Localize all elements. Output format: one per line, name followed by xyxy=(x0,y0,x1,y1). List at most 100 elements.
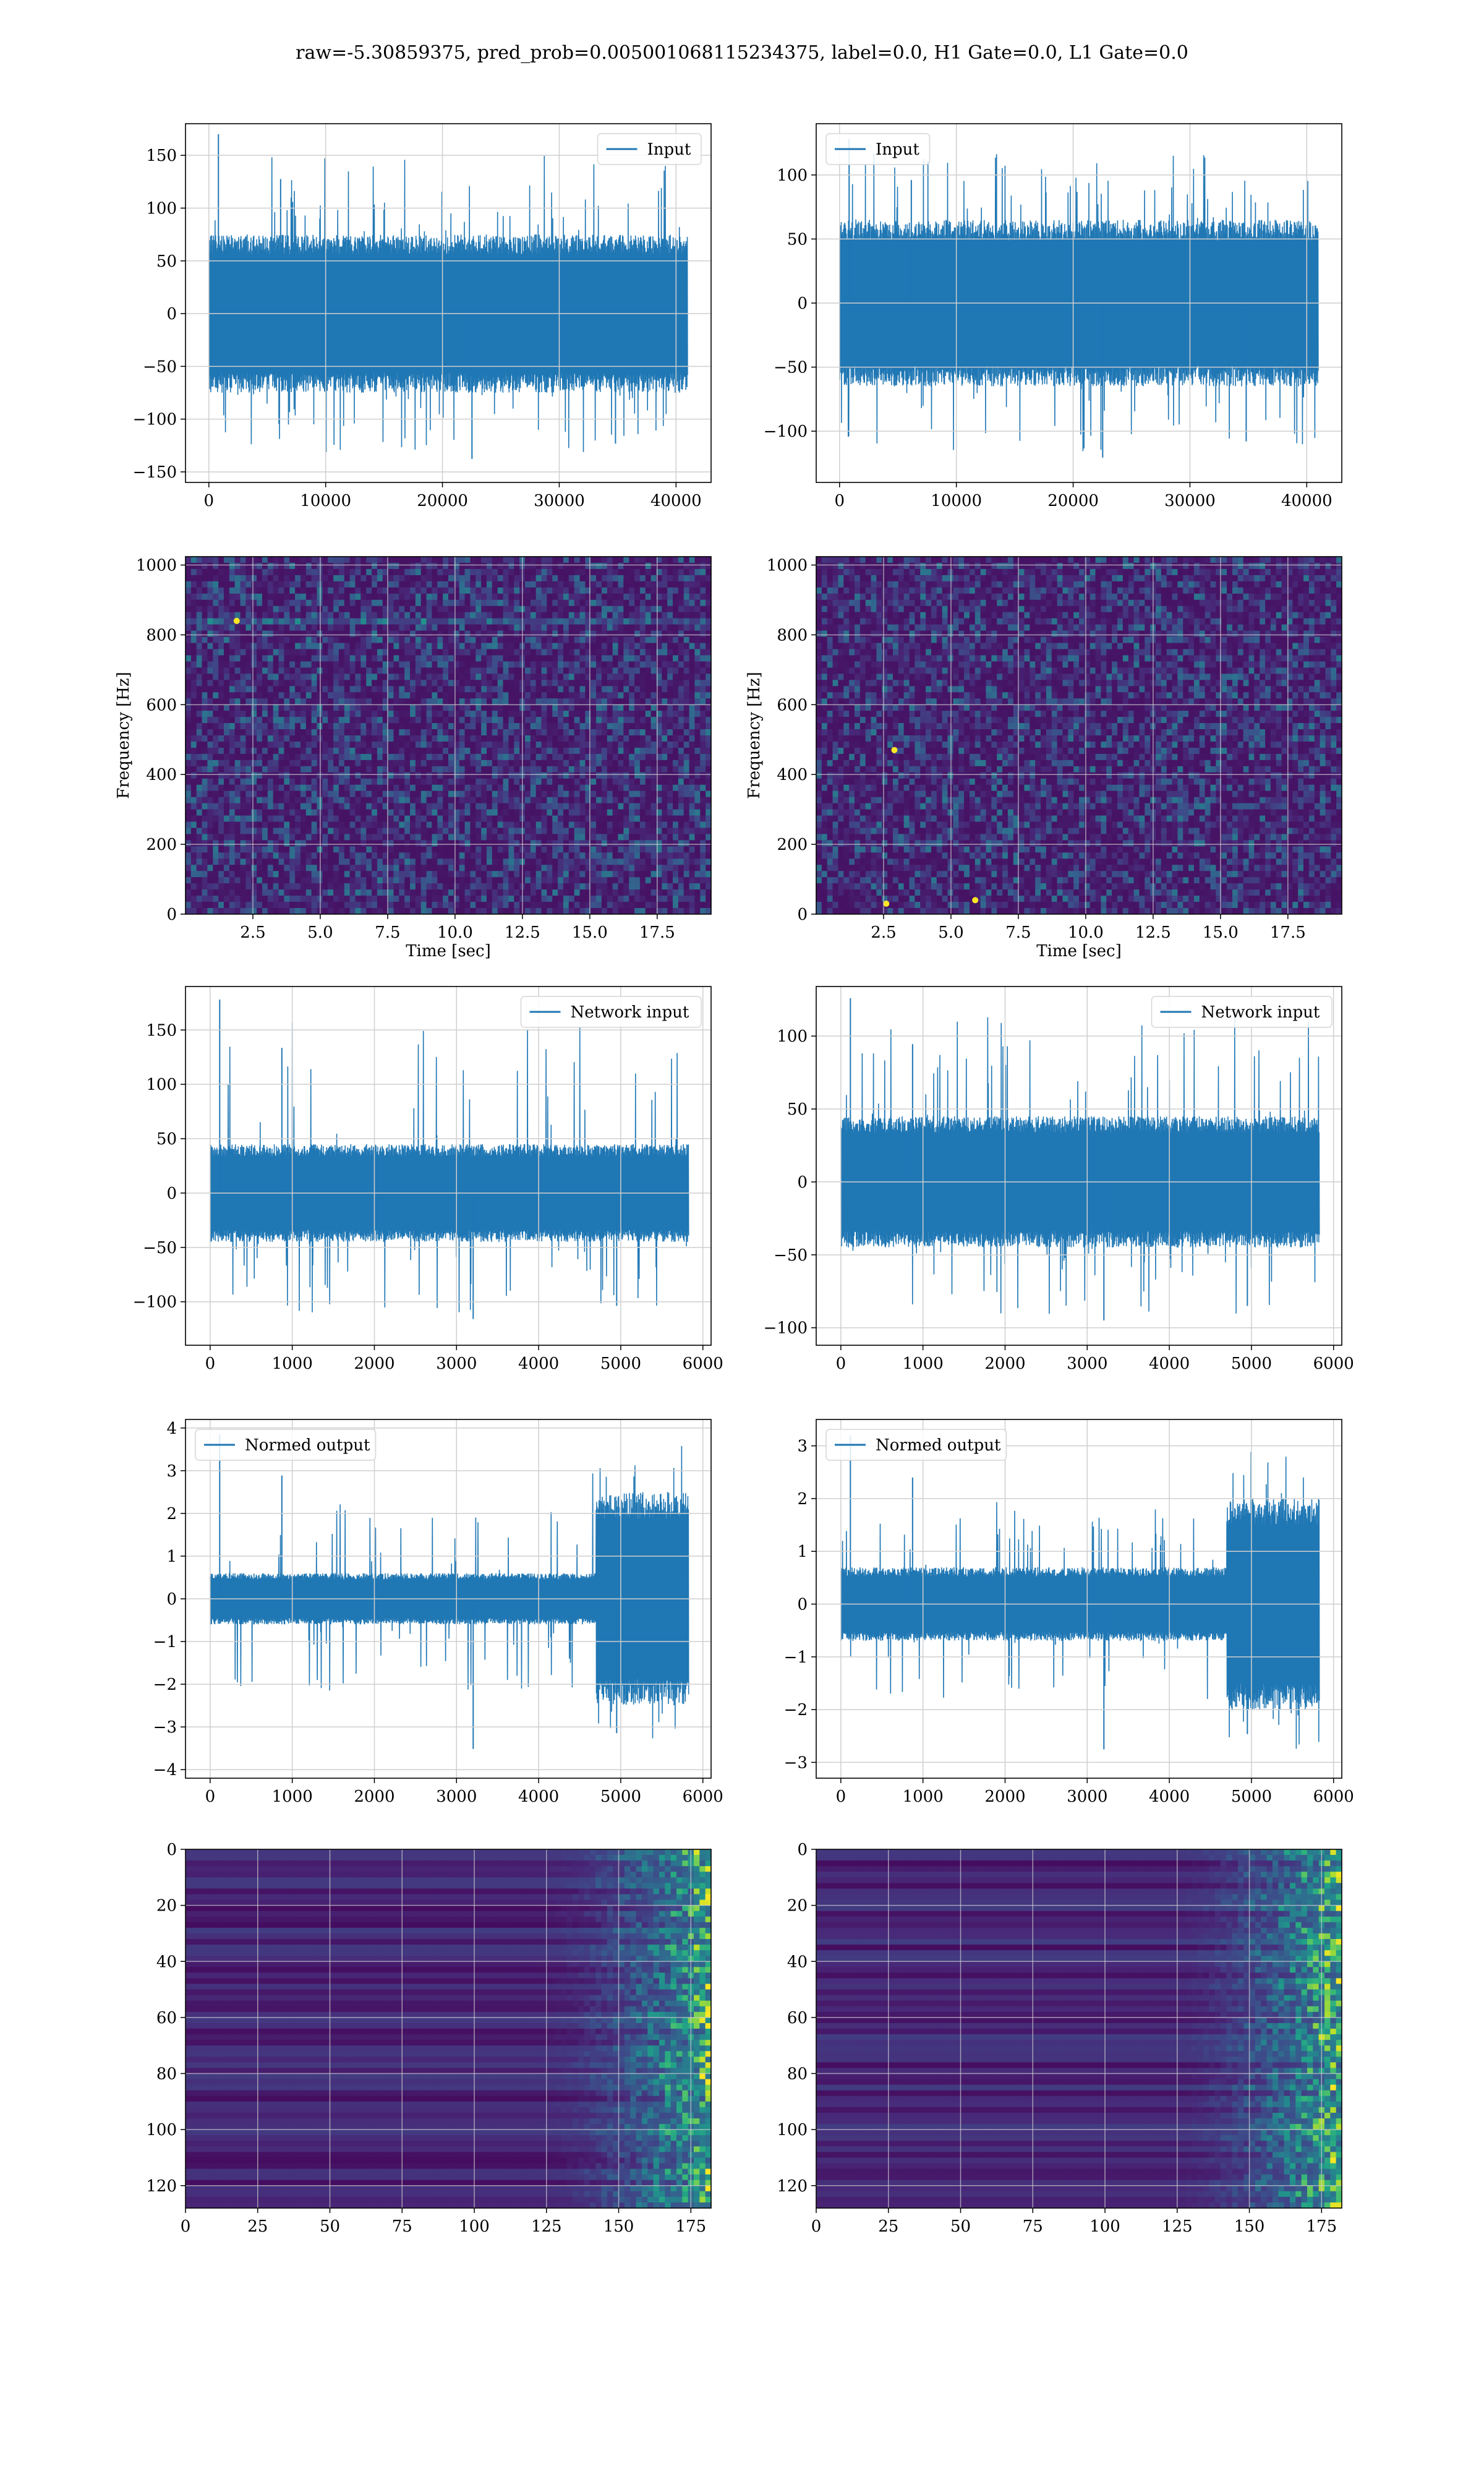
heatmap-cell xyxy=(492,735,498,742)
heatmap-cell xyxy=(267,828,274,835)
heatmap-cell xyxy=(497,717,504,724)
heatmap-cell xyxy=(585,858,591,865)
heatmap-cell xyxy=(673,803,679,810)
heatmap-cell xyxy=(656,680,662,687)
heatmap-cell xyxy=(508,815,514,823)
heatmap-cell xyxy=(448,717,454,724)
heatmap-cell xyxy=(464,568,471,576)
heatmap-cell xyxy=(574,821,581,829)
heatmap-cell xyxy=(459,797,466,804)
heatmap-cell xyxy=(349,636,356,644)
heatmap-cell xyxy=(618,747,624,755)
heatmap-cell xyxy=(508,840,514,847)
heatmap-cell xyxy=(612,557,619,563)
heatmap-cell xyxy=(475,599,482,607)
heatmap-cell xyxy=(295,581,301,588)
heatmap-cell xyxy=(437,649,443,656)
heatmap-cell xyxy=(558,865,564,871)
heatmap-cell xyxy=(535,661,542,668)
heatmap-cell xyxy=(190,575,197,582)
heatmap-cell xyxy=(514,562,520,570)
heatmap-cell xyxy=(190,846,197,853)
heatmap-cell xyxy=(333,790,339,798)
heatmap-cell xyxy=(262,686,268,693)
heatmap-cell xyxy=(426,741,433,748)
heatmap-cell xyxy=(448,686,454,693)
heatmap-cell xyxy=(196,674,203,680)
heatmap-cell xyxy=(284,575,290,582)
heatmap-cell xyxy=(689,680,696,687)
heatmap-cell xyxy=(273,760,279,767)
heatmap-cell xyxy=(328,717,334,724)
heatmap-cell xyxy=(377,624,383,631)
heatmap-cell xyxy=(535,735,542,742)
heatmap-cell xyxy=(300,729,307,736)
heatmap-cell xyxy=(601,778,608,785)
heatmap-cell xyxy=(612,747,619,755)
heatmap-cell xyxy=(563,593,569,601)
heatmap-cell xyxy=(420,655,427,662)
heatmap-cell xyxy=(333,834,339,841)
heatmap-cell xyxy=(393,557,399,563)
heatmap-cell xyxy=(366,858,372,865)
heatmap-cell xyxy=(481,717,487,724)
heatmap-cell xyxy=(673,858,679,865)
heatmap-cell xyxy=(694,661,701,668)
heatmap-cell xyxy=(338,649,345,656)
heatmap-cell xyxy=(656,630,662,638)
heatmap-cell xyxy=(196,778,203,785)
heatmap-cell xyxy=(530,821,537,829)
heatmap-cell xyxy=(234,797,241,804)
heatmap-cell xyxy=(508,865,514,871)
heatmap-cell xyxy=(552,790,558,798)
heatmap-cell xyxy=(372,741,378,748)
heatmap-cell xyxy=(360,846,367,853)
heatmap-cell xyxy=(568,568,575,576)
heatmap-cell xyxy=(591,649,597,656)
heatmap-cell xyxy=(558,753,564,761)
heatmap-cell xyxy=(267,624,274,631)
heatmap-cell xyxy=(596,840,602,847)
heatmap-cell xyxy=(257,778,263,785)
heatmap-cell xyxy=(388,729,394,736)
heatmap-cell xyxy=(311,784,318,792)
heatmap-cell xyxy=(558,723,564,730)
heatmap-cell xyxy=(514,772,520,779)
heatmap-cell xyxy=(404,753,411,761)
heatmap-cell xyxy=(645,606,652,613)
heatmap-cell xyxy=(267,797,274,804)
heatmap-cell xyxy=(656,809,662,816)
heatmap-cell xyxy=(453,840,460,847)
heatmap-cell xyxy=(420,846,427,853)
heatmap-cell xyxy=(634,704,641,711)
heatmap-cell xyxy=(251,735,257,742)
heatmap-cell xyxy=(366,692,372,699)
heatmap-cell xyxy=(410,717,416,724)
heatmap-cell xyxy=(186,858,192,865)
heatmap-cell xyxy=(289,778,296,785)
heatmap-cell xyxy=(579,741,586,748)
heatmap-cell xyxy=(257,686,263,693)
heatmap-cell xyxy=(503,599,509,607)
heatmap-cell xyxy=(645,649,652,656)
heatmap-cell xyxy=(667,618,673,625)
heatmap-cell xyxy=(207,674,213,680)
heatmap-cell xyxy=(678,711,684,717)
heatmap-cell xyxy=(399,618,405,625)
heatmap-cell xyxy=(240,593,246,601)
heatmap-cell xyxy=(443,704,449,711)
heatmap-cell xyxy=(437,852,443,859)
heatmap-cell xyxy=(207,587,213,594)
heatmap-cell xyxy=(535,636,542,644)
heatmap-cell xyxy=(497,557,504,563)
heatmap-cell xyxy=(382,840,389,847)
heatmap-cell xyxy=(190,809,197,816)
heatmap-cell xyxy=(541,680,547,687)
heatmap-cell xyxy=(530,747,537,755)
heatmap-cell xyxy=(464,636,471,644)
heatmap-cell xyxy=(388,587,394,594)
heatmap-cell xyxy=(399,655,405,662)
heatmap-cell xyxy=(524,562,531,570)
heatmap-cell xyxy=(535,809,542,816)
heatmap-cell xyxy=(552,723,558,730)
